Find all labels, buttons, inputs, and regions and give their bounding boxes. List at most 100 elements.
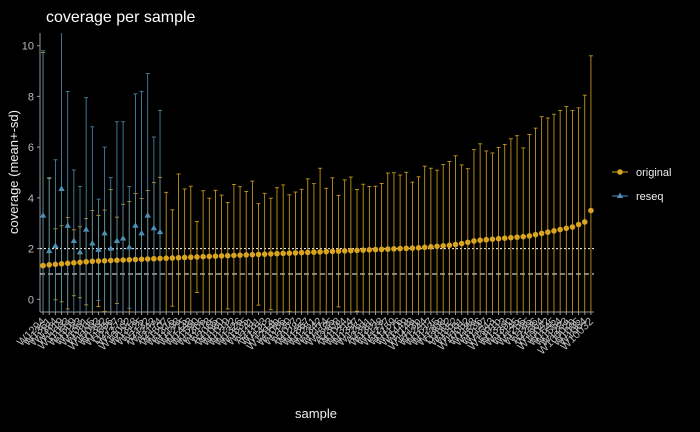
point	[477, 237, 483, 244]
point	[261, 251, 268, 257]
point	[58, 261, 65, 267]
point	[298, 249, 305, 256]
point	[304, 249, 311, 256]
point	[76, 248, 84, 255]
point	[452, 241, 459, 248]
point	[95, 258, 102, 264]
point	[526, 233, 533, 239]
point	[40, 212, 47, 218]
point	[341, 248, 348, 254]
point	[114, 257, 120, 264]
point	[391, 246, 397, 252]
legend-marker	[616, 192, 624, 198]
point	[446, 242, 453, 249]
point	[132, 256, 139, 263]
point	[384, 246, 391, 252]
y-tick-label: 0	[28, 294, 34, 306]
point	[120, 257, 126, 263]
point	[483, 236, 490, 243]
point	[378, 246, 385, 253]
point	[52, 242, 59, 249]
point	[532, 231, 539, 238]
point	[231, 252, 237, 259]
point	[64, 222, 71, 228]
point	[46, 262, 53, 268]
point	[64, 260, 71, 267]
point	[181, 254, 188, 261]
point	[150, 224, 158, 231]
point	[224, 252, 231, 259]
point	[132, 222, 139, 228]
point	[575, 221, 582, 228]
point	[113, 237, 121, 243]
point	[175, 254, 182, 261]
point	[138, 229, 145, 236]
point	[107, 245, 114, 251]
point	[126, 256, 133, 263]
point	[329, 248, 336, 255]
y-axis-title: coverage (mean+-sd)	[6, 110, 21, 234]
point	[144, 212, 151, 218]
point	[520, 233, 527, 240]
point	[255, 251, 262, 258]
point	[218, 253, 225, 259]
point	[471, 238, 477, 244]
point	[89, 258, 96, 265]
point	[514, 234, 520, 240]
y-tick-label: 10	[22, 41, 34, 53]
point	[335, 248, 342, 254]
point	[360, 247, 366, 253]
point	[428, 244, 434, 250]
point	[151, 255, 157, 262]
point	[538, 230, 545, 237]
point	[286, 250, 293, 256]
legend-marker	[617, 169, 623, 175]
point	[434, 243, 440, 250]
point	[421, 244, 428, 251]
point	[440, 243, 446, 249]
point	[317, 249, 323, 255]
point	[58, 185, 65, 191]
point	[354, 247, 360, 254]
point	[89, 240, 96, 246]
point	[194, 254, 200, 260]
point	[280, 250, 286, 257]
point	[212, 253, 219, 259]
point	[403, 245, 410, 252]
y-tick-label: 8	[28, 91, 34, 103]
point	[366, 247, 373, 253]
legend-label: original	[636, 167, 671, 179]
y-tick-label: 2	[28, 244, 34, 256]
legend-label: reseq	[636, 191, 664, 203]
point	[551, 228, 557, 234]
point	[71, 259, 77, 266]
point	[415, 245, 422, 251]
point	[77, 259, 83, 266]
point	[588, 207, 594, 214]
point	[101, 229, 108, 236]
point	[311, 249, 317, 255]
plot-area	[40, 33, 594, 312]
point	[188, 254, 194, 261]
point	[206, 253, 213, 260]
point	[237, 252, 243, 258]
point	[101, 257, 108, 264]
point	[40, 262, 46, 269]
point	[465, 239, 471, 246]
point	[119, 234, 127, 241]
point	[82, 226, 90, 232]
point	[144, 256, 151, 262]
point	[508, 234, 514, 241]
point	[163, 255, 169, 262]
chart-title: coverage per sample	[46, 9, 196, 26]
point	[545, 229, 551, 235]
y-tick-label: 4	[28, 193, 34, 205]
point	[489, 236, 496, 243]
point	[169, 255, 176, 261]
point	[268, 251, 274, 257]
point	[274, 250, 280, 257]
point	[501, 235, 508, 241]
point	[409, 245, 416, 251]
point	[107, 257, 114, 264]
point	[46, 247, 53, 254]
